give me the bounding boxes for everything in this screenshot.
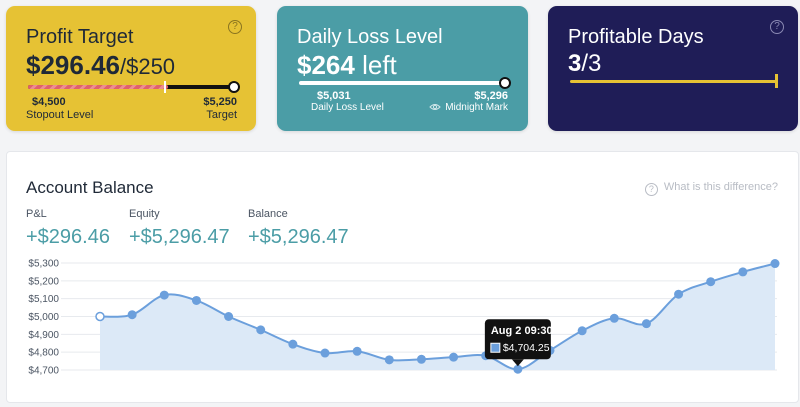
data-point — [320, 348, 330, 358]
y-tick-label: $5,300 — [28, 259, 59, 270]
loss-suffix: left — [362, 50, 397, 80]
profitable-days-value: 3/3 — [568, 50, 601, 78]
metric-label: P&L — [26, 208, 47, 220]
data-point — [95, 311, 105, 322]
data-point — [127, 310, 137, 320]
data-point — [609, 313, 619, 323]
metric-balance: Balance +$5,296.47 — [248, 208, 349, 249]
profit-value: $296.46/$250 — [26, 50, 175, 81]
data-point — [256, 325, 266, 335]
stopout-value: $4,500 — [32, 96, 66, 108]
data-point — [288, 339, 298, 349]
profit-target-card: Profit Target ? $296.46/$250 $4,500 Stop… — [6, 6, 256, 131]
days-progress-end — [775, 74, 778, 88]
metric-value: +$5,296.47 — [248, 226, 349, 248]
tooltip-title: Aug 2 09:30 — [491, 325, 553, 337]
difference-help-link[interactable]: ? What is this difference? — [644, 181, 778, 196]
data-point — [513, 364, 523, 374]
stopout-label: Stopout Level — [26, 109, 94, 121]
help-icon[interactable]: ? — [228, 20, 242, 34]
metric-equity: Equity +$5,296.47 — [129, 208, 230, 249]
y-tick-label: $4,900 — [28, 330, 59, 341]
profit-target-title: Profit Target — [26, 26, 134, 48]
tooltip-box — [484, 319, 551, 360]
daily-loss-level-label: Daily Loss Level — [311, 102, 384, 113]
profitable-days-title: Profitable Days — [568, 26, 704, 48]
metric-label: Balance — [248, 208, 288, 220]
y-tick-label: $4,800 — [28, 348, 59, 359]
tooltip-value: $4,704.25 — [503, 342, 550, 354]
midnight-mark-label: Midnight Mark — [429, 102, 508, 113]
loss-progress-bar — [299, 81, 504, 85]
y-tick-label: $5,100 — [28, 294, 59, 305]
help-icon[interactable]: ? — [770, 20, 784, 34]
data-point — [577, 326, 587, 336]
daily-loss-level-value: $5,031 — [317, 90, 351, 102]
balance-line — [99, 262, 776, 371]
days-total: /3 — [581, 50, 602, 77]
eye-icon — [429, 104, 441, 110]
midnight-mark-value: $5,296 — [474, 90, 508, 102]
days-progress-bar — [570, 80, 777, 83]
data-point — [191, 295, 201, 305]
target-value: $5,250 — [203, 96, 237, 108]
data-point — [224, 312, 234, 321]
data-point — [384, 355, 394, 365]
data-point — [738, 267, 748, 277]
data-point — [352, 346, 362, 356]
y-tick-label: $5,000 — [28, 312, 59, 323]
balance-area — [100, 263, 775, 370]
data-point — [706, 277, 716, 287]
data-point — [674, 289, 684, 299]
data-point — [641, 319, 651, 329]
daily-loss-card: Daily Loss Level $264 left $5,031 Daily … — [277, 6, 528, 131]
daily-loss-value: $264 left — [297, 50, 397, 81]
data-point — [416, 354, 426, 364]
account-balance-panel: Account Balance ? What is this difference… — [6, 151, 799, 403]
metric-pnl: P&L +$296.46 — [26, 208, 110, 249]
daily-loss-title: Daily Loss Level — [297, 26, 443, 48]
days-count: 3 — [568, 50, 582, 77]
tooltip-arrow — [511, 359, 524, 367]
profitable-days-card: Profitable Days ? 3/3 — [548, 6, 798, 131]
profit-target-amount: /$250 — [119, 54, 176, 79]
loss-progress-knob — [499, 77, 511, 89]
target-label: Target — [206, 109, 237, 121]
metric-value: +$5,296.47 — [129, 226, 230, 248]
balance-chart[interactable]: $5,300 $5,200 $5,100 $5,000 $4,900 $4,800 $4,7… — [7, 152, 800, 404]
tooltip-swatch — [490, 342, 501, 353]
data-point — [159, 290, 169, 300]
profit-progress-knob — [228, 81, 240, 93]
help-icon: ? — [644, 183, 658, 196]
profit-progress-fill — [28, 85, 168, 89]
metric-value: +$296.46 — [26, 226, 110, 248]
account-balance-title: Account Balance — [26, 178, 154, 197]
y-tick-label: $5,200 — [28, 276, 59, 287]
data-point — [449, 352, 459, 362]
data-point — [770, 259, 780, 269]
profit-marker — [164, 81, 166, 93]
profit-current: $296.46 — [26, 50, 120, 80]
loss-amount: $264 — [297, 50, 355, 80]
metric-label: Equity — [129, 208, 160, 220]
y-tick-label: $4,700 — [28, 366, 59, 377]
